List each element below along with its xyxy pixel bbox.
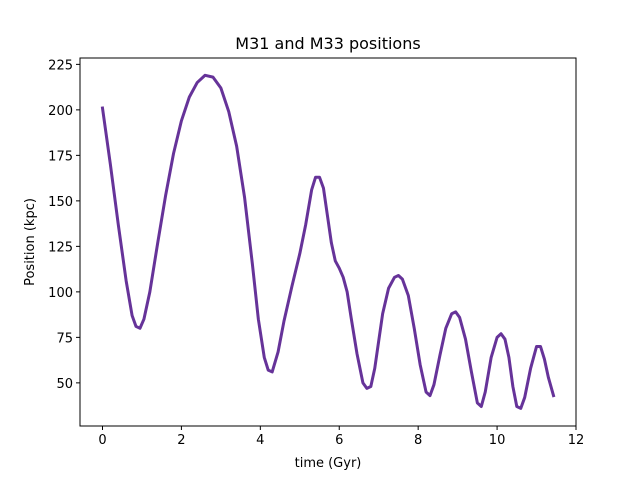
x-tick-label: 12	[568, 433, 585, 448]
y-tick-label: 200	[48, 104, 73, 119]
x-tick-label: 2	[177, 433, 185, 448]
x-tick-label: 10	[489, 433, 506, 448]
y-tick-label: 175	[48, 149, 73, 164]
y-tick-label: 150	[48, 195, 73, 210]
y-tick-label: 50	[56, 377, 73, 392]
x-axis-label: time (Gyr)	[295, 456, 362, 471]
y-tick-label: 125	[48, 240, 73, 255]
y-tick-label: 225	[48, 58, 73, 73]
y-tick-label: 75	[56, 331, 73, 346]
x-tick-label: 6	[335, 433, 343, 448]
y-axis-label: Position (kpc)	[23, 198, 38, 286]
data-line	[100, 73, 556, 410]
x-tick-label: 0	[98, 433, 106, 448]
y-tick-label: 100	[48, 286, 73, 301]
chart-title: M31 and M33 positions	[235, 34, 420, 53]
x-tick-label: 4	[256, 433, 264, 448]
x-tick-label: 8	[414, 433, 422, 448]
plot-frame	[79, 57, 577, 427]
